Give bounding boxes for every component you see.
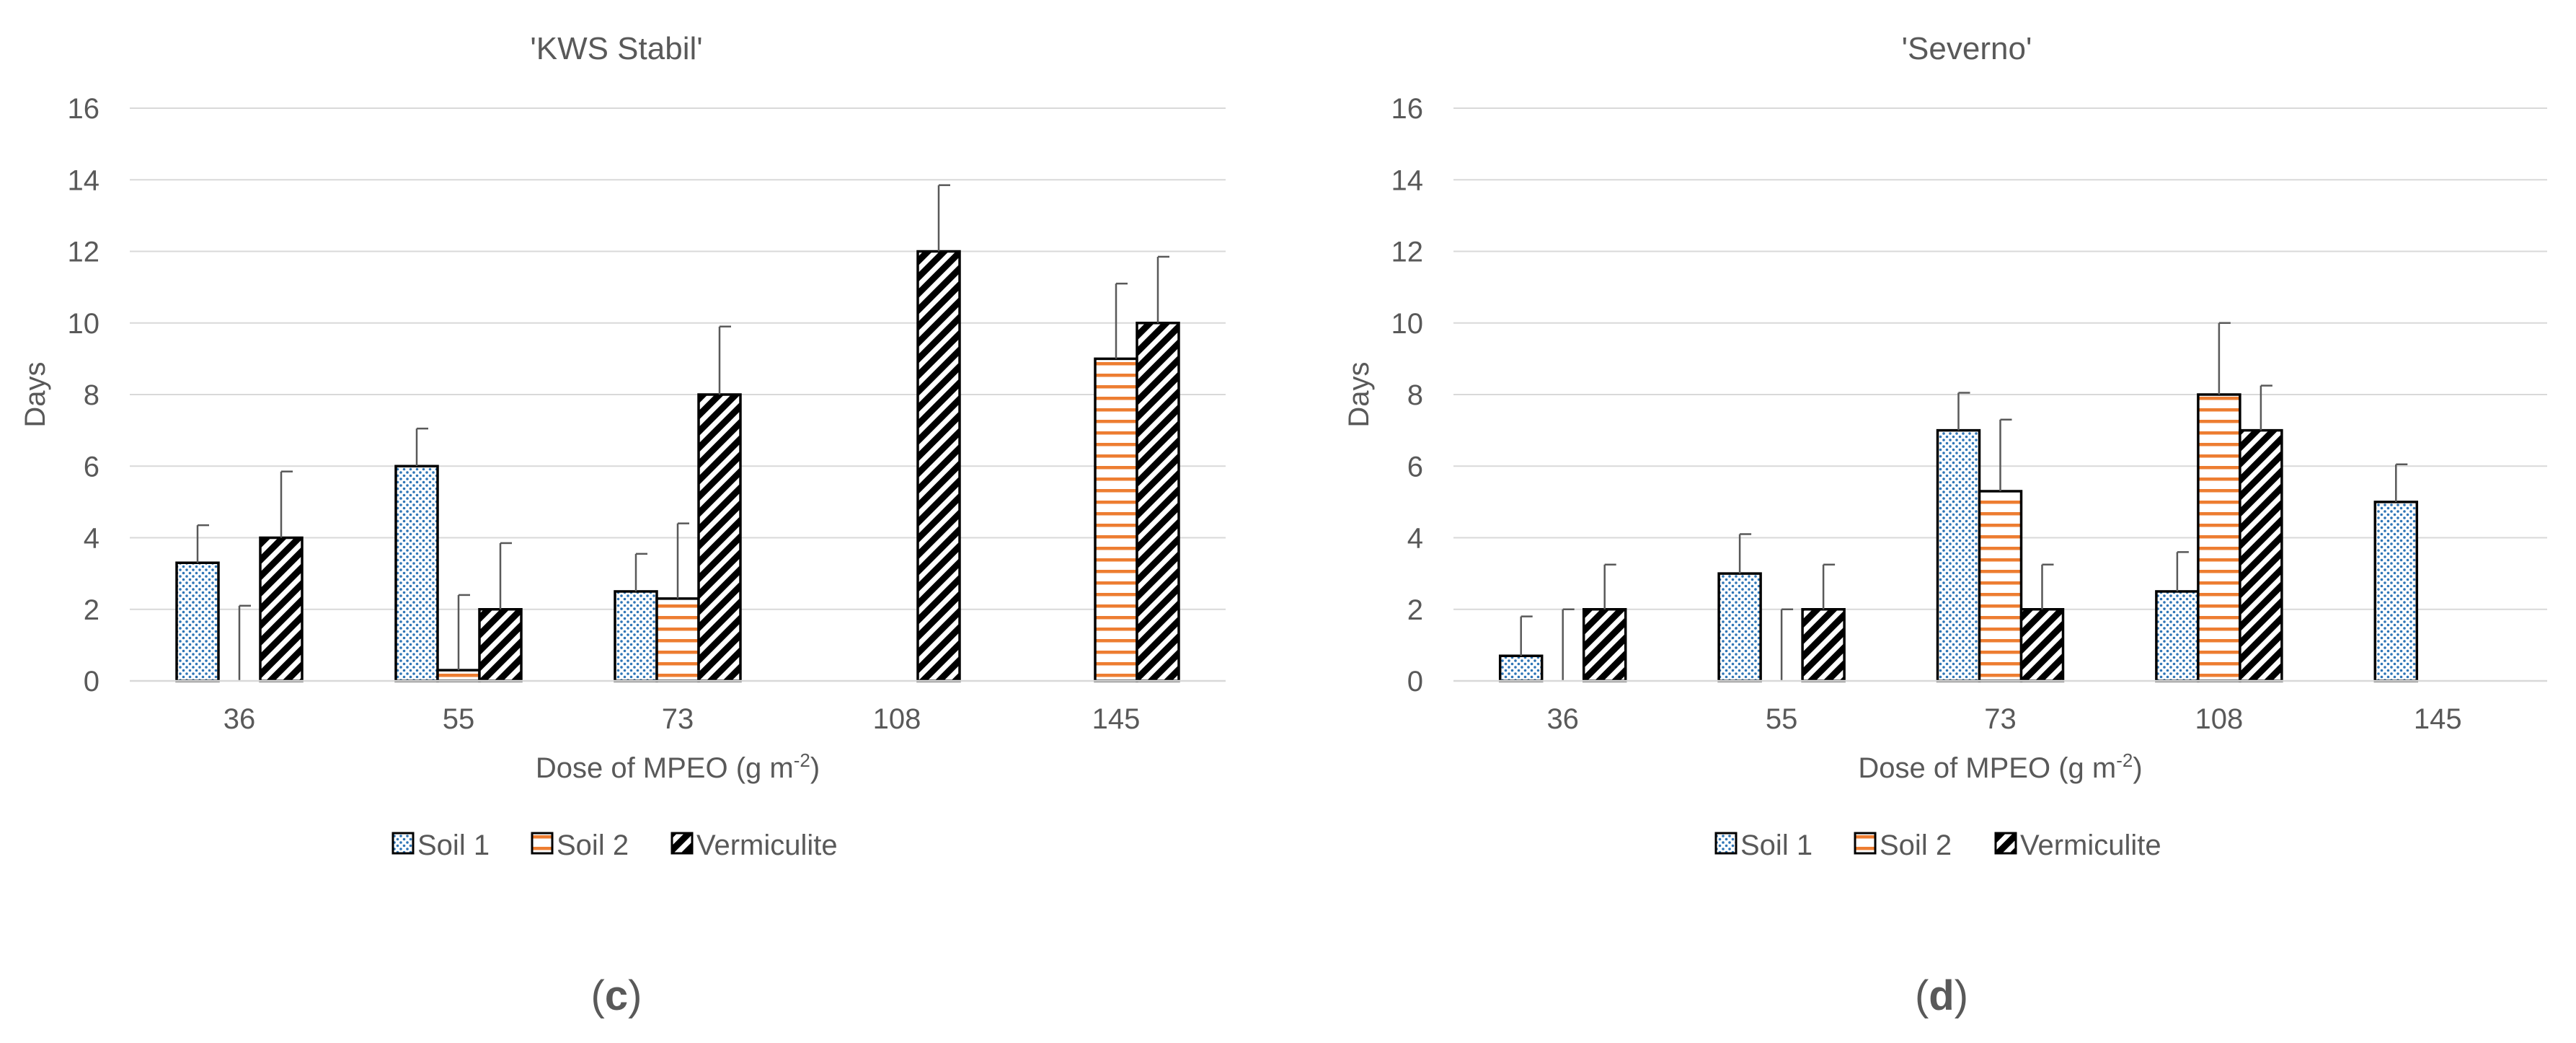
y-tick-label: 0 xyxy=(84,666,99,697)
y-tick-label: 16 xyxy=(1391,93,1424,125)
bar-soil-2-55 xyxy=(436,669,481,682)
x-tick-label: 108 xyxy=(2195,703,2244,735)
bar-soil-1-36 xyxy=(1498,654,1544,682)
bar-soil-2-108 xyxy=(2197,393,2241,682)
bar-soil-1-73 xyxy=(614,590,658,682)
legend-swatch-vermiculite xyxy=(1994,832,2017,855)
bar-vermiculite-55 xyxy=(478,608,523,682)
legend-label: Soil 1 xyxy=(417,829,490,861)
x-axis-label: Dose of MPEO (g m-2) xyxy=(536,749,820,784)
legend-swatch-soil-1 xyxy=(391,832,415,855)
chart-title: 'Severno' xyxy=(1902,31,2032,66)
x-tick-label: 73 xyxy=(662,703,694,735)
x-tick-label: 36 xyxy=(223,703,256,735)
x-tick-label: 145 xyxy=(2414,703,2462,735)
y-tick-label: 2 xyxy=(84,594,99,626)
y-tick-label: 14 xyxy=(1391,164,1424,196)
bar-vermiculite-36 xyxy=(259,536,304,682)
y-tick-label: 4 xyxy=(84,523,99,555)
y-tick-label: 2 xyxy=(1407,594,1423,626)
chart-severno: 'Severno' 0 2 4 6 8 10 12 14 16 36 55 73 108 145 Dose o… xyxy=(1343,31,2547,1019)
legend-label: Soil 2 xyxy=(557,829,629,861)
bar-vermiculite-36 xyxy=(1582,608,1627,682)
x-tick-label: 55 xyxy=(1766,703,1798,735)
bar-soil-1-108 xyxy=(2155,590,2200,682)
y-tick-label: 12 xyxy=(1391,237,1424,268)
y-tick-label: 12 xyxy=(68,237,100,268)
bar-vermiculite-55 xyxy=(1801,608,1846,682)
y-tick-label: 8 xyxy=(1407,379,1423,411)
chart-kws-stabil: 'KWS Stabil' 0 2 4 6 8 10 12 14 16 36 55 73 108 145 Dos… xyxy=(19,31,1226,1019)
legend-swatch-soil-2 xyxy=(531,832,554,855)
y-axis-label: Days xyxy=(1343,361,1375,427)
y-tick-label: 8 xyxy=(84,379,99,411)
panel-label: (c) xyxy=(591,972,642,1019)
bar-soil-2-73 xyxy=(655,597,700,682)
y-tick-label: 4 xyxy=(1407,523,1423,555)
bar-vermiculite-73 xyxy=(2019,608,2065,682)
x-tick-label: 55 xyxy=(443,703,475,735)
legend-swatch-soil-2 xyxy=(1854,832,1877,855)
bar-soil-1-36 xyxy=(175,561,220,682)
legend-swatch-soil-1 xyxy=(1714,832,1738,855)
bar-vermiculite-145 xyxy=(1136,322,1180,682)
bar-soil-2-73 xyxy=(1978,490,2023,682)
y-tick-label: 6 xyxy=(1407,451,1423,483)
y-tick-label: 0 xyxy=(1407,666,1423,697)
y-tick-label: 10 xyxy=(68,308,100,340)
legend-label: Soil 2 xyxy=(1880,829,1952,861)
legend-label: Vermiculite xyxy=(696,829,838,861)
x-tick-label: 36 xyxy=(1546,703,1579,735)
legend-swatch-vermiculite xyxy=(670,832,694,855)
x-axis-label: Dose of MPEO (g m-2) xyxy=(1858,749,2142,784)
y-tick-label: 10 xyxy=(1391,308,1424,340)
y-tick-label: 6 xyxy=(84,451,99,483)
panel-label: (d) xyxy=(1915,972,1968,1019)
y-axis-label: Days xyxy=(19,361,51,427)
bar-soil-2-145 xyxy=(1094,357,1138,682)
y-tick-label: 14 xyxy=(68,164,100,196)
bar-vermiculite-108 xyxy=(2239,428,2283,682)
bar-soil-1-145 xyxy=(2373,501,2419,682)
bar-vermiculite-108 xyxy=(916,250,961,682)
bar-soil-1-55 xyxy=(394,465,439,682)
y-tick-label: 16 xyxy=(68,93,100,125)
bar-soil-1-55 xyxy=(1717,572,1762,682)
bar-vermiculite-73 xyxy=(697,393,742,682)
x-tick-label: 145 xyxy=(1092,703,1141,735)
bar-soil-1-73 xyxy=(1936,428,1981,682)
x-tick-label: 73 xyxy=(1984,703,2017,735)
legend-label: Vermiculite xyxy=(2020,829,2161,861)
legend-label: Soil 1 xyxy=(1740,829,1813,861)
chart-title: 'KWS Stabil' xyxy=(530,31,702,66)
x-tick-label: 108 xyxy=(873,703,921,735)
